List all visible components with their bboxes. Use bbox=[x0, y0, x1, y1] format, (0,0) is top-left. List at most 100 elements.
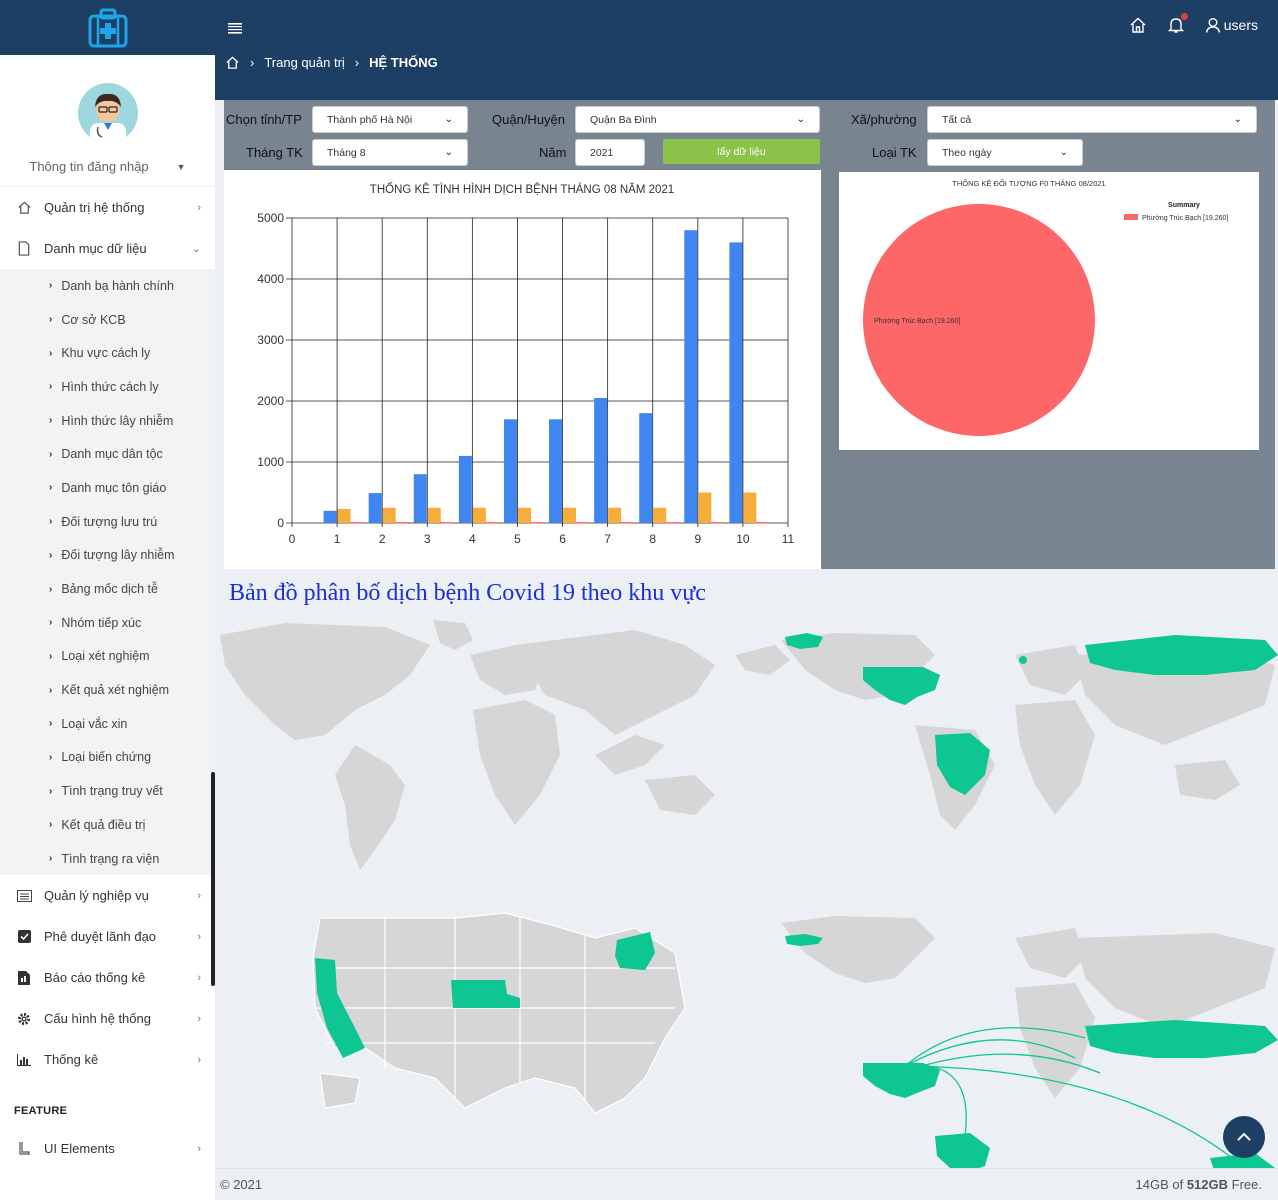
y-tick-label: 4000 bbox=[257, 272, 284, 286]
get-data-button[interactable]: lấy dữ liệu bbox=[663, 139, 820, 164]
submenu-item[interactable]: › Khu vực cách ly bbox=[0, 336, 215, 370]
user-label: users bbox=[1223, 17, 1258, 33]
flight-map[interactable] bbox=[215, 898, 1278, 1173]
month-label: Tháng TK bbox=[246, 145, 303, 160]
submenu-item[interactable]: › Danh bạ hành chính bbox=[0, 269, 215, 303]
menu-bao-cao-thong-ke[interactable]: Báo cáo thống kê › bbox=[0, 957, 215, 998]
chevron-right-icon: › bbox=[49, 347, 53, 359]
menu-toggle-icon[interactable] bbox=[227, 20, 243, 36]
flight-routes bbox=[904, 1027, 1236, 1161]
caret-down-icon[interactable]: ▼ bbox=[176, 161, 186, 172]
chevron-right-icon: › bbox=[49, 617, 53, 629]
submenu-item[interactable]: › Loại xét nghiệm bbox=[0, 640, 215, 674]
chevron-right-icon: › bbox=[354, 55, 360, 70]
submenu-item[interactable]: › Nhóm tiếp xúc bbox=[0, 606, 215, 640]
highlighted-countries bbox=[785, 934, 1278, 1173]
topbar: users › Trang quản trị › HỆ THỐNG bbox=[215, 0, 1278, 100]
chevron-right-icon: › bbox=[49, 381, 53, 393]
bar bbox=[594, 397, 608, 523]
submenu-item[interactable]: › Hình thức lây nhiễm bbox=[0, 404, 215, 438]
submenu-item[interactable]: › Danh mục dân tộc bbox=[0, 437, 215, 471]
submenu-label: Khu vực cách ly bbox=[61, 346, 151, 361]
menu-cau-hinh-he-thong[interactable]: Cấu hình hệ thống › bbox=[0, 998, 215, 1039]
submenu-item[interactable]: › Hình thức cách ly bbox=[0, 370, 215, 404]
bar bbox=[549, 419, 563, 523]
chevron-right-icon: › bbox=[197, 889, 201, 902]
submenu-item[interactable]: › Loại vắc xin bbox=[0, 707, 215, 741]
medical-kit-icon bbox=[88, 8, 127, 47]
ward-select[interactable]: Tất cả ⌄ bbox=[927, 106, 1257, 133]
select-value: Theo ngày bbox=[942, 146, 992, 159]
province-select[interactable]: Thành phố Hà Nội ⌄ bbox=[312, 106, 468, 133]
chevron-right-icon: › bbox=[197, 1012, 201, 1025]
logo[interactable] bbox=[0, 0, 215, 55]
notification-bell[interactable] bbox=[1167, 13, 1188, 34]
menu-label: Quản trị hệ thống bbox=[44, 200, 145, 215]
submenu-label: Danh bạ hành chính bbox=[61, 278, 174, 293]
chevron-right-icon: › bbox=[197, 971, 201, 984]
chevron-right-icon: › bbox=[49, 583, 53, 595]
y-tick-label: 2000 bbox=[257, 394, 284, 408]
submenu-item[interactable]: › Danh mục tôn giáo bbox=[0, 471, 215, 505]
submenu-item[interactable]: › Cơ sở KCB bbox=[0, 303, 215, 337]
bar bbox=[698, 492, 712, 523]
scroll-to-top-button[interactable] bbox=[1223, 1116, 1265, 1158]
breadcrumb-link[interactable]: Trang quản trị bbox=[264, 55, 345, 70]
chevron-right-icon: › bbox=[49, 819, 53, 831]
menu-phe-duyet-lanh-dao[interactable]: Phê duyệt lãnh đạo › bbox=[0, 916, 215, 957]
chevron-down-icon: ⌄ bbox=[444, 114, 453, 125]
gear-icon bbox=[16, 1011, 32, 1027]
bar bbox=[517, 507, 531, 523]
type-select[interactable]: Theo ngày ⌄ bbox=[927, 139, 1083, 166]
submenu-item[interactable]: › Kết quả điều trị bbox=[0, 808, 215, 842]
profile-label[interactable]: Thông tin đăng nhập bbox=[29, 159, 149, 174]
bar bbox=[427, 507, 441, 523]
pie-chart: THỐNG KÊ ĐỐI TƯỢNG F0 THÁNG 08/2021 Phườn… bbox=[863, 178, 1228, 436]
bar bbox=[529, 522, 543, 524]
chevron-right-icon: › bbox=[49, 448, 53, 460]
bar bbox=[653, 507, 667, 523]
highlighted-countries bbox=[785, 633, 1278, 795]
submenu-item[interactable]: › Bảng mốc dịch tễ bbox=[0, 572, 215, 606]
chevron-up-icon bbox=[1237, 1132, 1251, 1141]
submenu-item[interactable]: › Loại biến chứng bbox=[0, 741, 215, 775]
avatar[interactable] bbox=[77, 83, 138, 143]
bar bbox=[458, 455, 472, 523]
submenu-label: Hình thức lây nhiễm bbox=[61, 413, 174, 428]
world-map[interactable] bbox=[215, 615, 1278, 898]
submenu-item[interactable]: › Tình trạng truy vết bbox=[0, 774, 215, 808]
province-label: Chọn tỉnh/TP bbox=[226, 112, 302, 127]
menu-danh-muc-du-lieu[interactable]: Danh mục dữ liệu ⌄ bbox=[0, 228, 215, 269]
select-value: Thành phố Hà Nội bbox=[327, 113, 413, 126]
year-input[interactable]: 2021 bbox=[575, 139, 645, 166]
bar bbox=[439, 522, 453, 524]
submenu-item[interactable]: › Đối tượng lưu trú bbox=[0, 505, 215, 539]
menu-ui-elements[interactable]: UI Elements › bbox=[0, 1128, 215, 1169]
world-map-land bbox=[220, 620, 790, 870]
submenu-item[interactable]: › Kết quả xét nghiệm bbox=[0, 673, 215, 707]
user-menu[interactable]: users bbox=[1205, 17, 1258, 33]
menu-quan-tri-he-thong[interactable]: Quản trị hệ thống › bbox=[0, 187, 215, 228]
feature-heading: FEATURE bbox=[14, 1105, 68, 1118]
chevron-right-icon: › bbox=[49, 415, 53, 427]
x-tick-label: 5 bbox=[514, 532, 521, 546]
menu-thong-ke[interactable]: Thống kê › bbox=[0, 1039, 215, 1080]
chevron-right-icon: › bbox=[197, 1142, 201, 1155]
home-icon[interactable] bbox=[1129, 16, 1147, 34]
submenu-item[interactable]: › Tình trạng ra viện bbox=[0, 842, 215, 876]
sidebar-scrollbar[interactable] bbox=[211, 772, 215, 986]
bar bbox=[684, 230, 698, 523]
month-select[interactable]: Tháng 8 ⌄ bbox=[312, 139, 468, 166]
chevron-right-icon: › bbox=[49, 751, 53, 763]
copyright: © 2021 bbox=[220, 1177, 263, 1192]
district-select[interactable]: Quận Ba Đình ⌄ bbox=[575, 106, 820, 133]
submenu-label: Đối tượng lây nhiễm bbox=[61, 548, 175, 563]
x-tick-label: 11 bbox=[782, 532, 795, 546]
ward-label: Xã/phường bbox=[851, 112, 917, 127]
legend-swatch bbox=[1124, 214, 1138, 220]
district-label: Quận/Huyện bbox=[492, 112, 565, 127]
menu-quan-ly-nghiep-vu[interactable]: Quản lý nghiệp vụ › bbox=[0, 875, 215, 916]
home-icon[interactable] bbox=[225, 55, 240, 70]
submenu-item[interactable]: › Đối tượng lây nhiễm bbox=[0, 539, 215, 573]
bar bbox=[368, 493, 382, 523]
